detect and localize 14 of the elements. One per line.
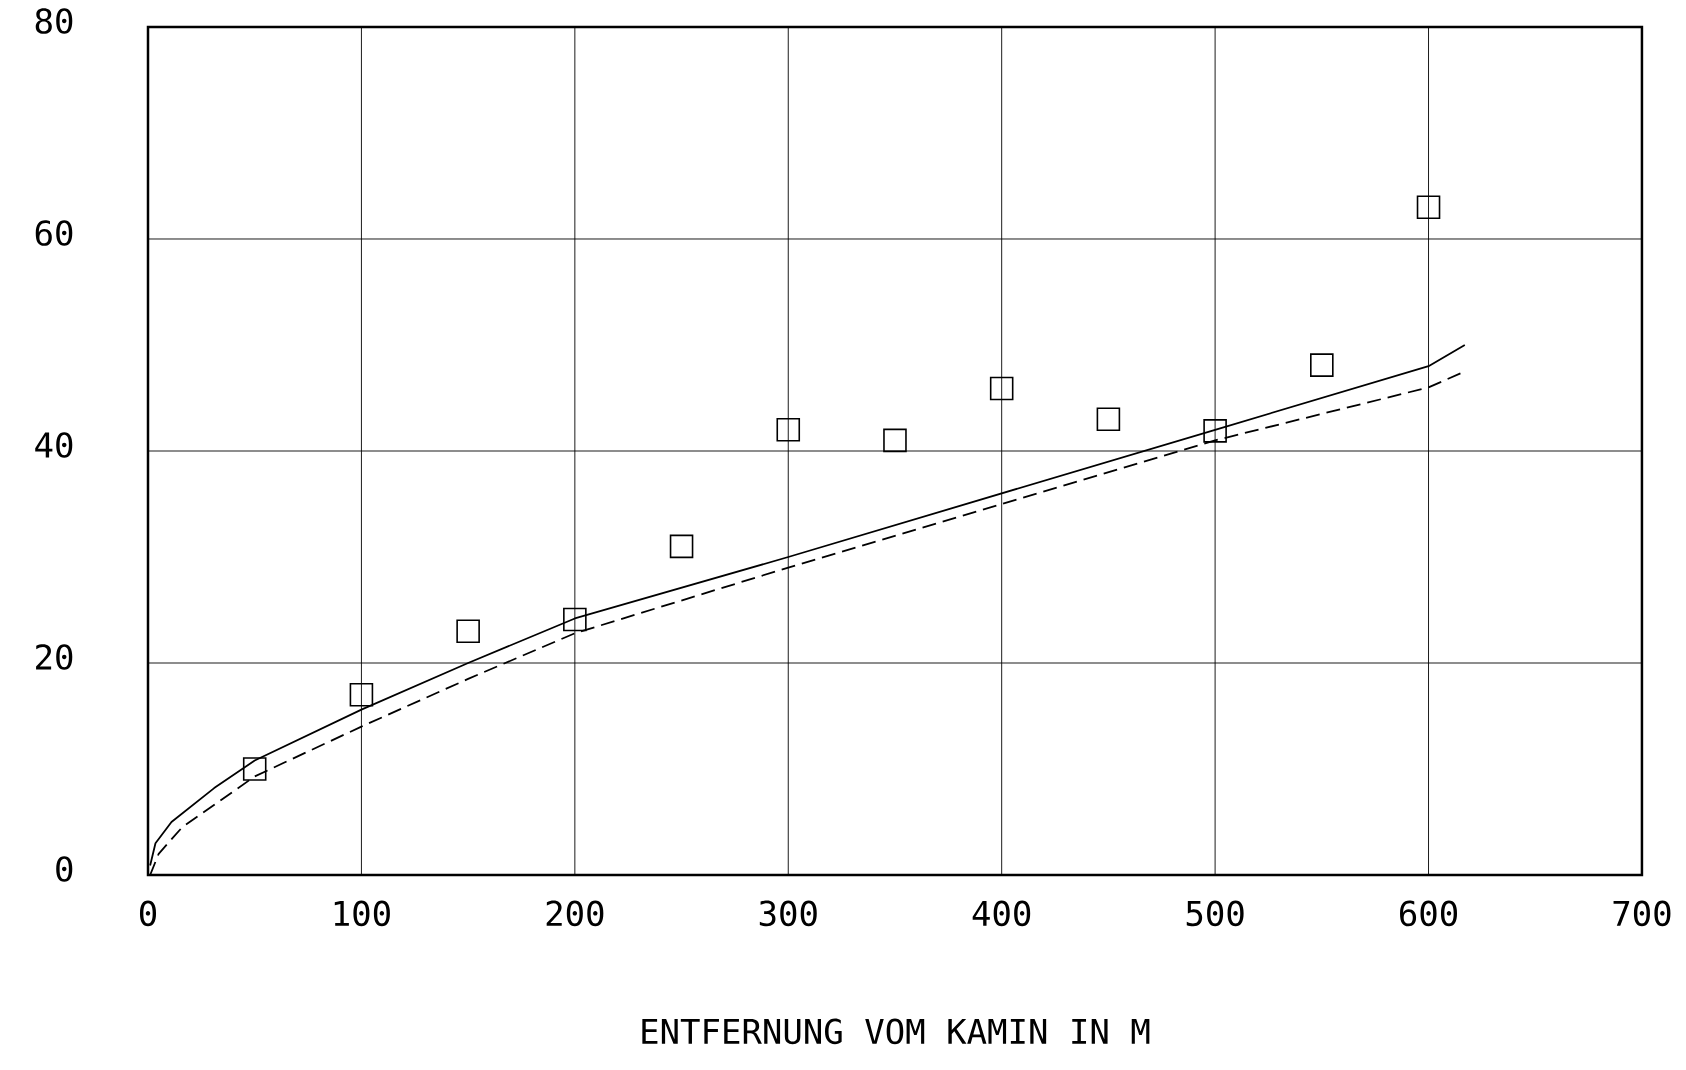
y-tick-label: 20 <box>36 644 73 670</box>
x-tick-label: 600 <box>1400 900 1458 927</box>
x-axis-title: ENTFERNUNG VOM KAMIN IN M <box>642 1018 1150 1045</box>
x-tick-label: 400 <box>972 900 1031 927</box>
y-tick-label: 80 <box>35 8 73 34</box>
x-tick-label: 100 <box>334 900 390 927</box>
y-tick-label: 40 <box>35 432 73 458</box>
x-tick-label: 700 <box>1613 900 1671 927</box>
x-tick-label: 300 <box>759 900 817 927</box>
x-tick-label: 500 <box>1186 900 1244 927</box>
x-tick-label: 0 <box>139 900 157 927</box>
y-tick-label: 60 <box>35 220 73 246</box>
y-tick-label: 0 <box>56 856 73 882</box>
x-tick-label: 200 <box>546 900 604 927</box>
